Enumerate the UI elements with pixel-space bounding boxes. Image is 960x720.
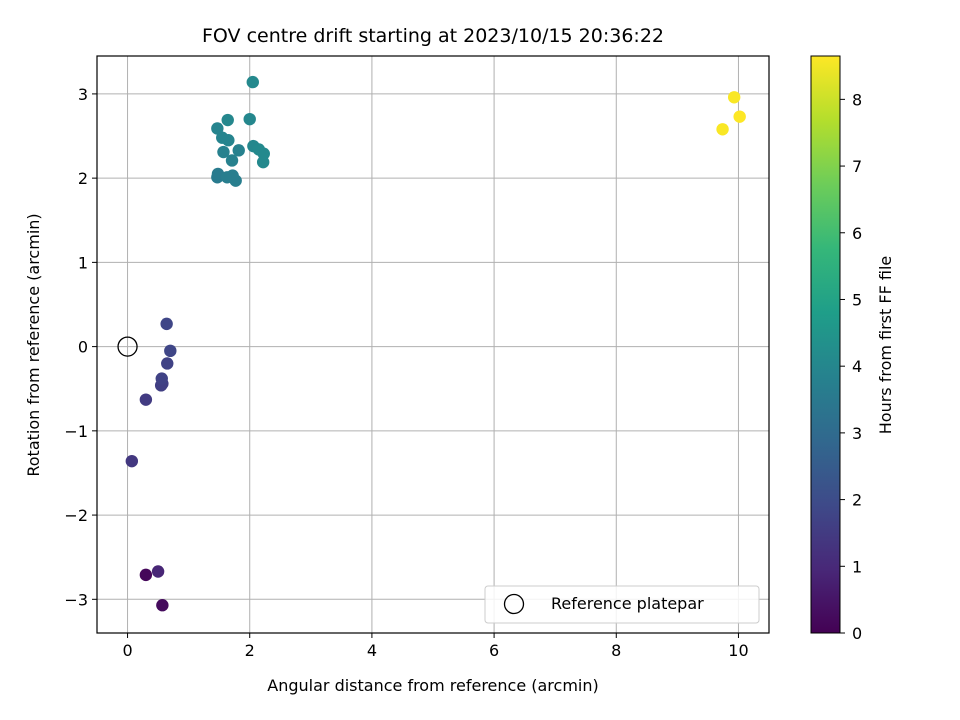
- data-point: [727, 91, 741, 104]
- data-point: [221, 113, 234, 127]
- reference-point: [117, 336, 138, 357]
- y-tick-label: 2: [78, 169, 88, 188]
- data-point: [222, 134, 235, 147]
- y-tick-label: −3: [64, 590, 88, 609]
- colorbar-tick-label: 4: [852, 357, 862, 376]
- colorbar-title: Hours from first FF file: [876, 256, 895, 435]
- data-point: [125, 454, 139, 468]
- data-point: [733, 110, 746, 123]
- colorbar-tick-label: 1: [852, 557, 862, 576]
- y-axis-title: Rotation from reference (arcmin): [24, 213, 43, 476]
- data-point: [156, 599, 169, 612]
- data-point: [164, 344, 177, 358]
- legend-label-reference: Reference platepar: [551, 594, 704, 613]
- x-axis-title: Angular distance from reference (arcmin): [267, 676, 598, 695]
- data-point: [225, 154, 239, 167]
- legend-box: [484, 585, 760, 624]
- colorbar-ticks: 0 1 2 3 4 5 6 7 8: [840, 90, 862, 643]
- data-point: [256, 155, 270, 169]
- plot-area: [97, 56, 769, 633]
- data-point: [139, 393, 153, 406]
- y-tick-label: 0: [78, 338, 88, 357]
- y-tick-label: −1: [64, 422, 88, 441]
- y-axis: −3 −2 −1 0 1 2 3: [64, 85, 97, 609]
- grid-lines: [97, 56, 769, 633]
- data-point: [151, 565, 165, 578]
- colorbar-tick-label: 3: [852, 424, 862, 443]
- x-tick-label: 10: [728, 641, 748, 660]
- plot-frame: [96, 55, 770, 634]
- x-tick-label: 0: [122, 641, 132, 660]
- data-point: [229, 174, 242, 187]
- x-tick-label: 6: [489, 641, 499, 660]
- data-point: [232, 144, 245, 157]
- data-point: [161, 357, 174, 370]
- chart-title: FOV centre drift starting at 2023/10/15 …: [202, 25, 664, 47]
- x-tick-label: 2: [245, 641, 255, 660]
- colorbar-tick-label: 0: [852, 624, 862, 643]
- colorbar-tick-label: 5: [852, 290, 862, 309]
- x-axis: 0 2 4 6 8 10: [122, 633, 749, 660]
- data-point: [160, 317, 173, 331]
- data-point: [243, 112, 256, 126]
- y-tick-label: −2: [64, 506, 88, 525]
- data-point: [211, 122, 224, 135]
- data-point: [217, 145, 230, 159]
- x-tick-label: 4: [367, 641, 377, 660]
- colorbar-gradient: [810, 55, 841, 634]
- y-tick-label: 1: [78, 253, 88, 272]
- y-tick-label: 3: [78, 85, 88, 104]
- colorbar: 0 1 2 3 4 5 6 7 8 Hours from first FF file: [810, 55, 895, 643]
- colorbar-tick-label: 8: [852, 90, 862, 109]
- data-point: [155, 372, 168, 385]
- x-tick-label: 8: [611, 641, 621, 660]
- colorbar-tick-label: 2: [852, 491, 862, 510]
- data-point: [139, 568, 153, 582]
- data-point: [246, 75, 259, 89]
- scatter-points: [117, 75, 746, 612]
- legend: Reference platepar: [484, 585, 760, 624]
- legend-marker-reference: [503, 593, 525, 615]
- colorbar-tick-label: 7: [852, 157, 862, 176]
- colorbar-tick-label: 6: [852, 224, 862, 243]
- data-point: [716, 123, 729, 136]
